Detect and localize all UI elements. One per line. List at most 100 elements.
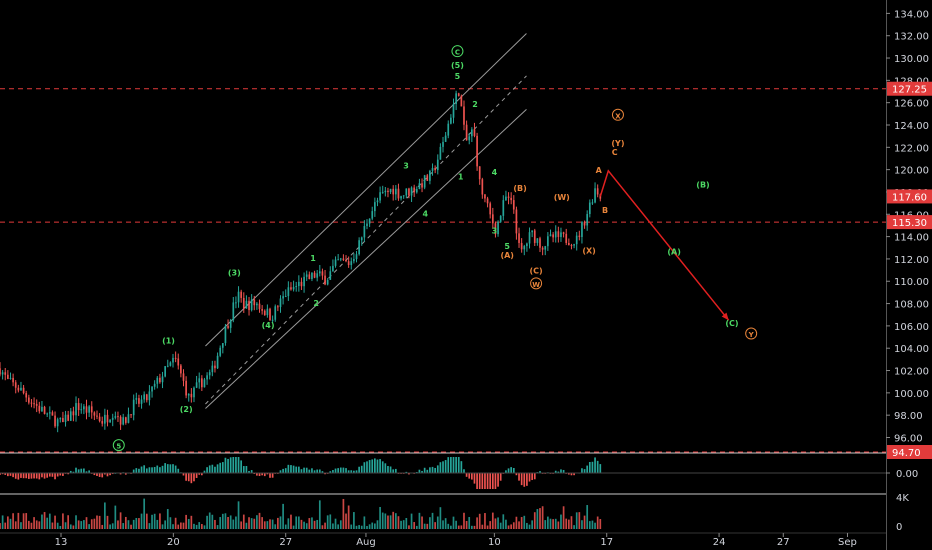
wave-label: A [596,166,603,175]
volume-bar [83,520,85,529]
volume-bar [90,519,93,529]
oscillator-bar [69,470,72,473]
channel-line[interactable] [205,109,527,409]
projection-arrowhead [721,312,729,321]
oscillator-bar [594,457,596,473]
time-axis[interactable]: 13 20 27 Aug 10 17 24 27 Sep [55,533,857,548]
volume-bar [476,517,478,529]
last-price-label: 117.60 [892,192,927,203]
candle-body [339,258,342,260]
candle-body [547,236,549,247]
volume-bar [12,513,14,529]
volume-bar [106,515,109,529]
oscillator-bar [14,473,17,479]
candle-body [581,222,583,237]
volume-bar [536,509,539,529]
candle-body [90,406,93,413]
candle-body [421,183,423,188]
oscillator-bar [284,468,287,473]
volume-bar [397,516,400,529]
volume-bar [166,509,169,529]
candle-body [161,376,164,383]
candle-body [166,365,169,367]
candle-body [248,300,250,311]
oscillator-bar [227,458,229,473]
price-tick-label: 122.00 [894,143,929,154]
candle-body [235,302,237,304]
candle-body [489,203,492,215]
price-tick-label: 102.00 [894,367,929,378]
oscillator-bar [187,473,190,482]
oscillator-bar [518,473,520,481]
oscillator-bar [151,467,153,473]
oscillator-bar [308,469,311,473]
oscillator-bar [235,457,237,473]
volume-bar [292,525,295,529]
oscillator-bar [392,469,395,473]
volume-bar [321,525,324,529]
candle-body [7,374,9,379]
price-pane[interactable]: C(5)521 435(1)(2)(3)(4)12345(B)(A)(W)(C)W… [0,33,886,454]
candle-body [190,393,193,398]
candle-body [72,411,75,416]
channel-line[interactable] [205,33,527,347]
volume-bar [51,522,54,529]
volume-bar [46,517,49,529]
volume-bar [227,517,229,529]
wave-label: 5 [504,242,510,251]
oscillator-bar [56,473,59,477]
candle-body [342,258,345,260]
price-tick-label: 108.00 [894,300,929,311]
candle-body [145,394,148,401]
candle-body [347,261,350,266]
candle-body [203,379,206,388]
volume-bar [208,512,211,529]
candle-body [17,387,20,391]
volume-bar [93,518,96,529]
oscillator-bar [570,473,573,476]
projection-path[interactable] [599,169,730,321]
oscillator-bar [292,465,295,473]
oscillator-bar [198,473,201,475]
oscillator-bar [48,473,51,477]
price-tick-label: 134.00 [894,9,929,20]
oscillator-bar [554,470,557,473]
volume-bar [64,522,67,529]
price-level-label: 127.25 [892,85,927,96]
volume-bar [570,516,573,529]
time-tick-label: 27 [777,537,790,548]
oscillator-bar [368,460,371,473]
candle-body [523,246,526,250]
volume-bar [9,518,12,529]
price-axis[interactable]: 96.00 98.00 100.00 102.00 104.00 106.00 108.00… [886,0,932,550]
candle-body [408,188,410,196]
oscillator-bar [83,468,85,473]
volume-bar [465,520,468,529]
candle-body [117,416,119,418]
candle-body [418,183,421,190]
wave-label: 5 [116,443,121,451]
candle-body [274,306,277,320]
oscillator-bar [376,459,379,473]
candle-body [363,226,366,238]
volume-bar [528,524,531,529]
volume-bar [539,508,541,529]
volume-bar [460,525,463,529]
volume-bar [0,523,1,529]
oscillator-bar [214,466,216,473]
oscillator-bar [515,473,518,476]
volume-bar [578,512,581,529]
volume-bar [180,522,182,529]
volume-bar [518,521,520,529]
oscillator-bar [7,473,9,477]
oscillator-bar [588,462,591,473]
oscillator-bar [177,468,180,473]
candle-body [12,377,14,383]
candle-body [436,159,439,171]
price-level-label: 94.70 [892,448,921,459]
candle-body [229,320,232,328]
candle-body [263,310,266,316]
oscillator-bar [93,473,96,476]
volume-bar [599,519,602,529]
